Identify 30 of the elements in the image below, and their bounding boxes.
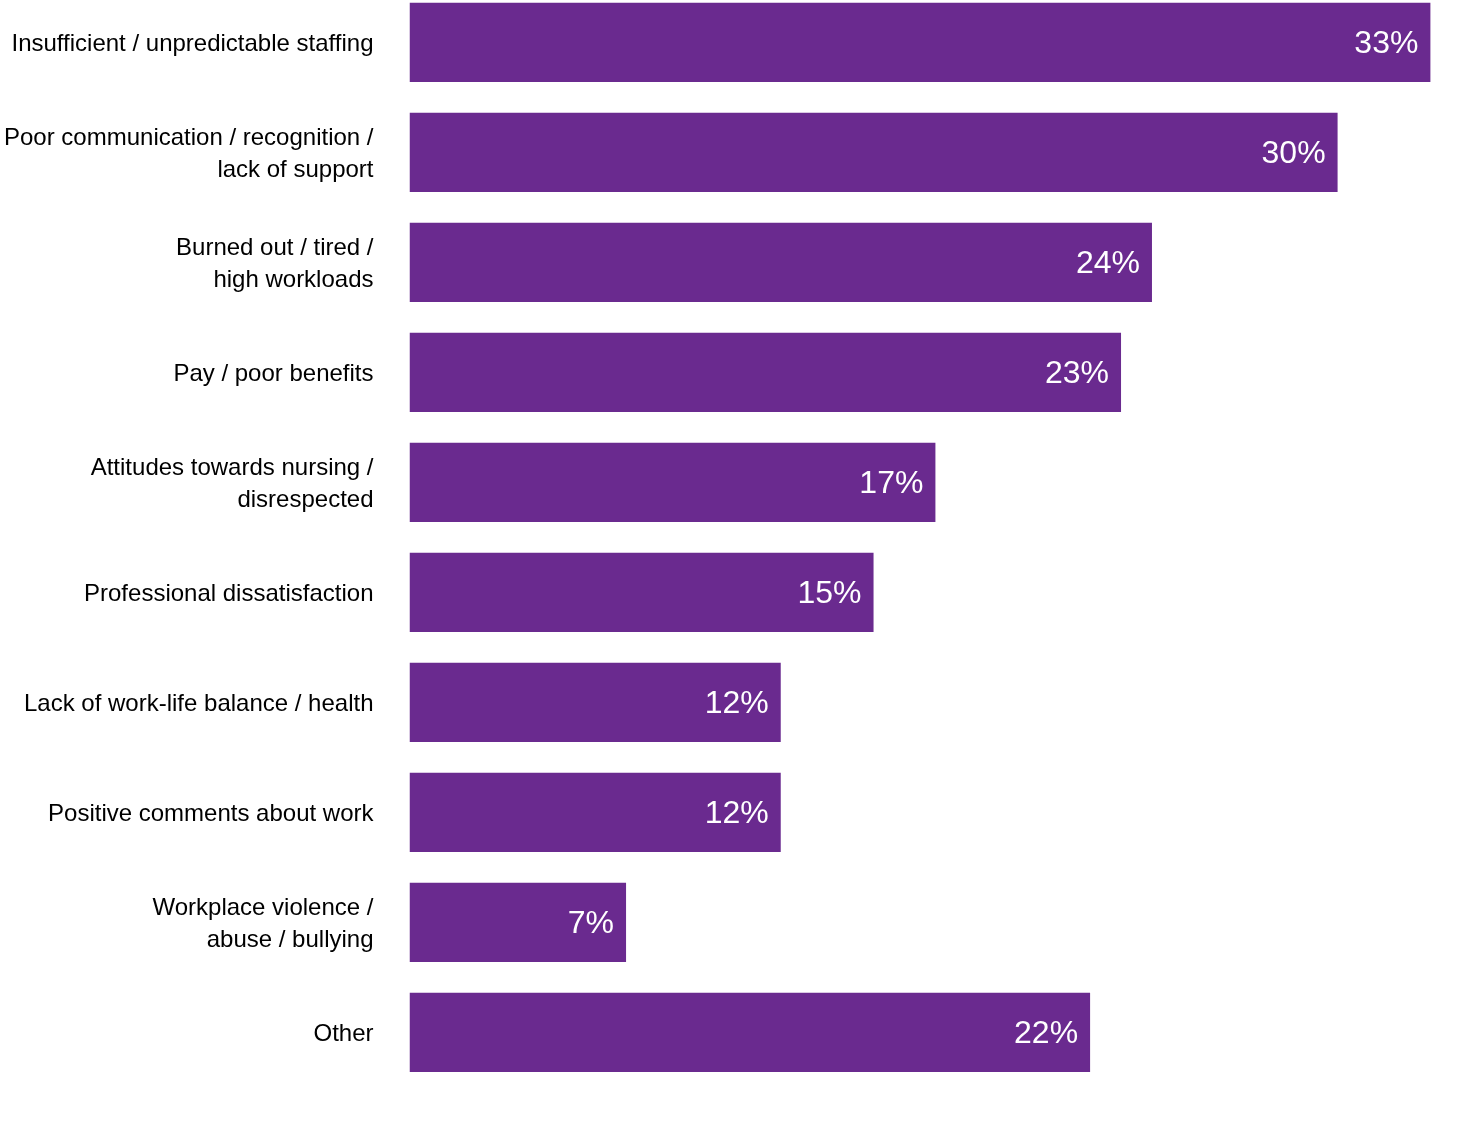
bar xyxy=(409,332,1122,412)
y-tick-label: Other xyxy=(313,1018,374,1046)
data-label: 33% xyxy=(1354,24,1419,61)
bar xyxy=(409,552,874,632)
data-label: 12% xyxy=(704,684,769,721)
data-label: 23% xyxy=(1044,354,1110,391)
data-label: 30% xyxy=(1261,134,1326,171)
bar xyxy=(409,222,1152,302)
data-label: 22% xyxy=(1014,1014,1079,1051)
data-label: 17% xyxy=(859,464,924,501)
bar xyxy=(409,882,627,962)
bar xyxy=(409,772,781,852)
y-tick-label: Workplace violence / abuse / bullying xyxy=(152,892,374,952)
y-tick-label: Professional dissatisfaction xyxy=(84,578,374,606)
y-tick-label: Insufficient / unpredictable staffing xyxy=(11,28,374,56)
y-tick-label: Pay / poor benefits xyxy=(173,358,374,386)
data-label: 12% xyxy=(704,794,769,831)
bar xyxy=(409,2,1431,82)
y-tick-label: Burned out / tired / high workloads xyxy=(176,232,374,292)
y-tick-label: Attitudes towards nursing / disrespected xyxy=(90,452,374,512)
data-label: 7% xyxy=(567,904,615,941)
bar xyxy=(409,442,936,522)
y-tick-label: Poor communication / recognition / lack of support xyxy=(3,122,374,182)
data-label: 15% xyxy=(797,574,862,611)
y-tick-label: Positive comments about work xyxy=(48,798,375,826)
data-label: 24% xyxy=(1075,244,1140,281)
bar xyxy=(409,992,1091,1072)
bar xyxy=(409,112,1338,192)
bar xyxy=(409,662,781,742)
y-tick-label: Lack of work-life balance / health xyxy=(23,688,374,716)
